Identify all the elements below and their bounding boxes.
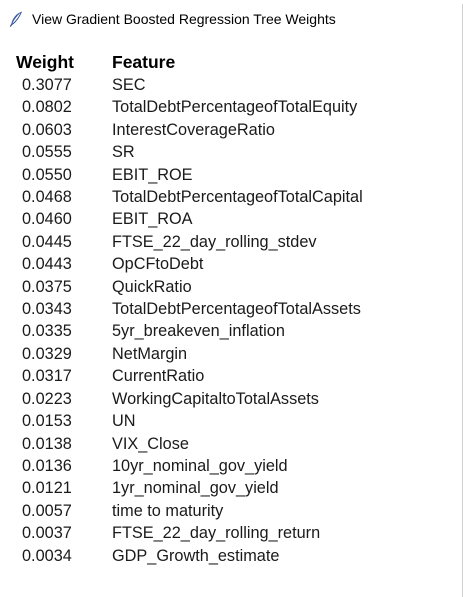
table-row: 0.0153 UN <box>10 410 363 432</box>
feature-cell: VIX_Close <box>112 434 189 453</box>
weight-cell: 0.0317 <box>22 367 72 386</box>
table-row: 0.0603 InterestCoverageRatio <box>10 119 363 141</box>
table-row: 0.3077 SEC <box>10 74 363 96</box>
feature-cell: GDP_Growth_estimate <box>112 546 280 565</box>
table-row: 0.0121 1yr_nominal_gov_yield <box>10 477 363 499</box>
feature-cell: 10yr_nominal_gov_yield <box>112 456 288 475</box>
table-row: 0.0057 time to maturity <box>10 500 363 522</box>
feature-cell: 5yr_breakeven_inflation <box>112 322 285 341</box>
table-row: 0.0555 SR <box>10 141 363 163</box>
weight-cell: 0.0223 <box>22 389 72 408</box>
feature-cell: time to maturity <box>112 501 224 520</box>
feature-cell: TotalDebtPercentageofTotalAssets <box>112 300 361 319</box>
feature-cell: OpCFtoDebt <box>112 255 204 274</box>
table-row: 0.0223 WorkingCapitaltoTotalAssets <box>10 388 363 410</box>
table-row: 0.0138 VIX_Close <box>10 433 363 455</box>
table-row: 0.0443 OpCFtoDebt <box>10 253 363 275</box>
table-row: 0.0037 FTSE_22_day_rolling_return <box>10 522 363 544</box>
feature-cell: 1yr_nominal_gov_yield <box>112 479 279 498</box>
weight-cell: 0.0329 <box>22 344 72 363</box>
weight-cell: 0.0343 <box>22 300 72 319</box>
weight-cell: 0.0057 <box>22 501 72 520</box>
feather-icon <box>9 11 22 27</box>
table-row: 0.0329 NetMargin <box>10 343 363 365</box>
weight-cell: 0.3077 <box>22 76 72 94</box>
feature-cell: TotalDebtPercentageofTotalCapital <box>112 188 363 207</box>
feature-cell: InterestCoverageRatio <box>112 120 275 139</box>
feature-cell: SR <box>112 143 135 162</box>
feature-cell: UN <box>112 412 136 431</box>
table-row: 0.0460 EBIT_ROA <box>10 208 363 230</box>
weight-column-header: Weight <box>16 52 75 72</box>
window-title: View Gradient Boosted Regression Tree We… <box>32 11 336 27</box>
weight-cell: 0.0468 <box>22 188 72 207</box>
feature-column-header: Feature <box>112 52 176 72</box>
feature-cell: EBIT_ROE <box>112 165 193 184</box>
table-row: 0.0550 EBIT_ROE <box>10 164 363 186</box>
weight-cell: 0.0445 <box>22 232 72 251</box>
table-row: 0.0335 5yr_breakeven_inflation <box>10 320 363 342</box>
table-row: 0.0468 TotalDebtPercentageofTotalCapital <box>10 186 363 208</box>
weight-cell: 0.0121 <box>22 479 72 498</box>
feature-cell: WorkingCapitaltoTotalAssets <box>112 389 319 408</box>
weight-cell: 0.0443 <box>22 255 72 274</box>
weights-window: View Gradient Boosted Regression Tree We… <box>0 4 463 597</box>
feature-cell: SEC <box>112 76 146 94</box>
title-bar[interactable]: View Gradient Boosted Regression Tree We… <box>0 4 462 34</box>
weight-cell: 0.0603 <box>22 120 72 139</box>
weight-cell: 0.0802 <box>22 98 72 117</box>
table-row: 0.0034 GDP_Growth_estimate <box>10 545 363 567</box>
weight-cell: 0.0375 <box>22 277 72 296</box>
feature-cell: FTSE_22_day_rolling_stdev <box>112 232 317 251</box>
weight-cell: 0.0153 <box>22 412 72 431</box>
feature-cell: CurrentRatio <box>112 367 205 386</box>
weight-cell: 0.0034 <box>22 546 72 565</box>
feature-cell: NetMargin <box>112 344 188 363</box>
weights-table-body: 0.3077 SEC 0.0802 TotalDebtPercentageofTota… <box>10 74 363 567</box>
weight-cell: 0.0555 <box>22 143 72 162</box>
weight-cell: 0.0335 <box>22 322 72 341</box>
weight-cell: 0.0138 <box>22 434 72 453</box>
weight-cell: 0.0550 <box>22 165 72 184</box>
feature-cell: FTSE_22_day_rolling_return <box>112 524 321 543</box>
table-row: 0.0375 QuickRatio <box>10 276 363 298</box>
feature-cell: EBIT_ROA <box>112 210 193 229</box>
table-row: 0.0136 10yr_nominal_gov_yield <box>10 455 363 477</box>
weight-cell: 0.0037 <box>22 524 72 543</box>
weight-cell: 0.0460 <box>22 210 72 229</box>
feature-cell: QuickRatio <box>112 277 192 296</box>
header-row: Weight Feature <box>10 51 363 74</box>
table-row: 0.0445 FTSE_22_day_rolling_stdev <box>10 231 363 253</box>
feature-cell: TotalDebtPercentageofTotalEquity <box>112 98 358 117</box>
table-row: 0.0802 TotalDebtPercentageofTotalEquity <box>10 96 363 118</box>
weights-table: Weight Feature 0.3077 SEC 0.0802 TotalDebtP… <box>10 51 363 567</box>
weight-cell: 0.0136 <box>22 456 72 475</box>
table-row: 0.0317 CurrentRatio <box>10 365 363 387</box>
background-window-edge <box>0 0 463 4</box>
table-row: 0.0343 TotalDebtPercentageofTotalAssets <box>10 298 363 320</box>
